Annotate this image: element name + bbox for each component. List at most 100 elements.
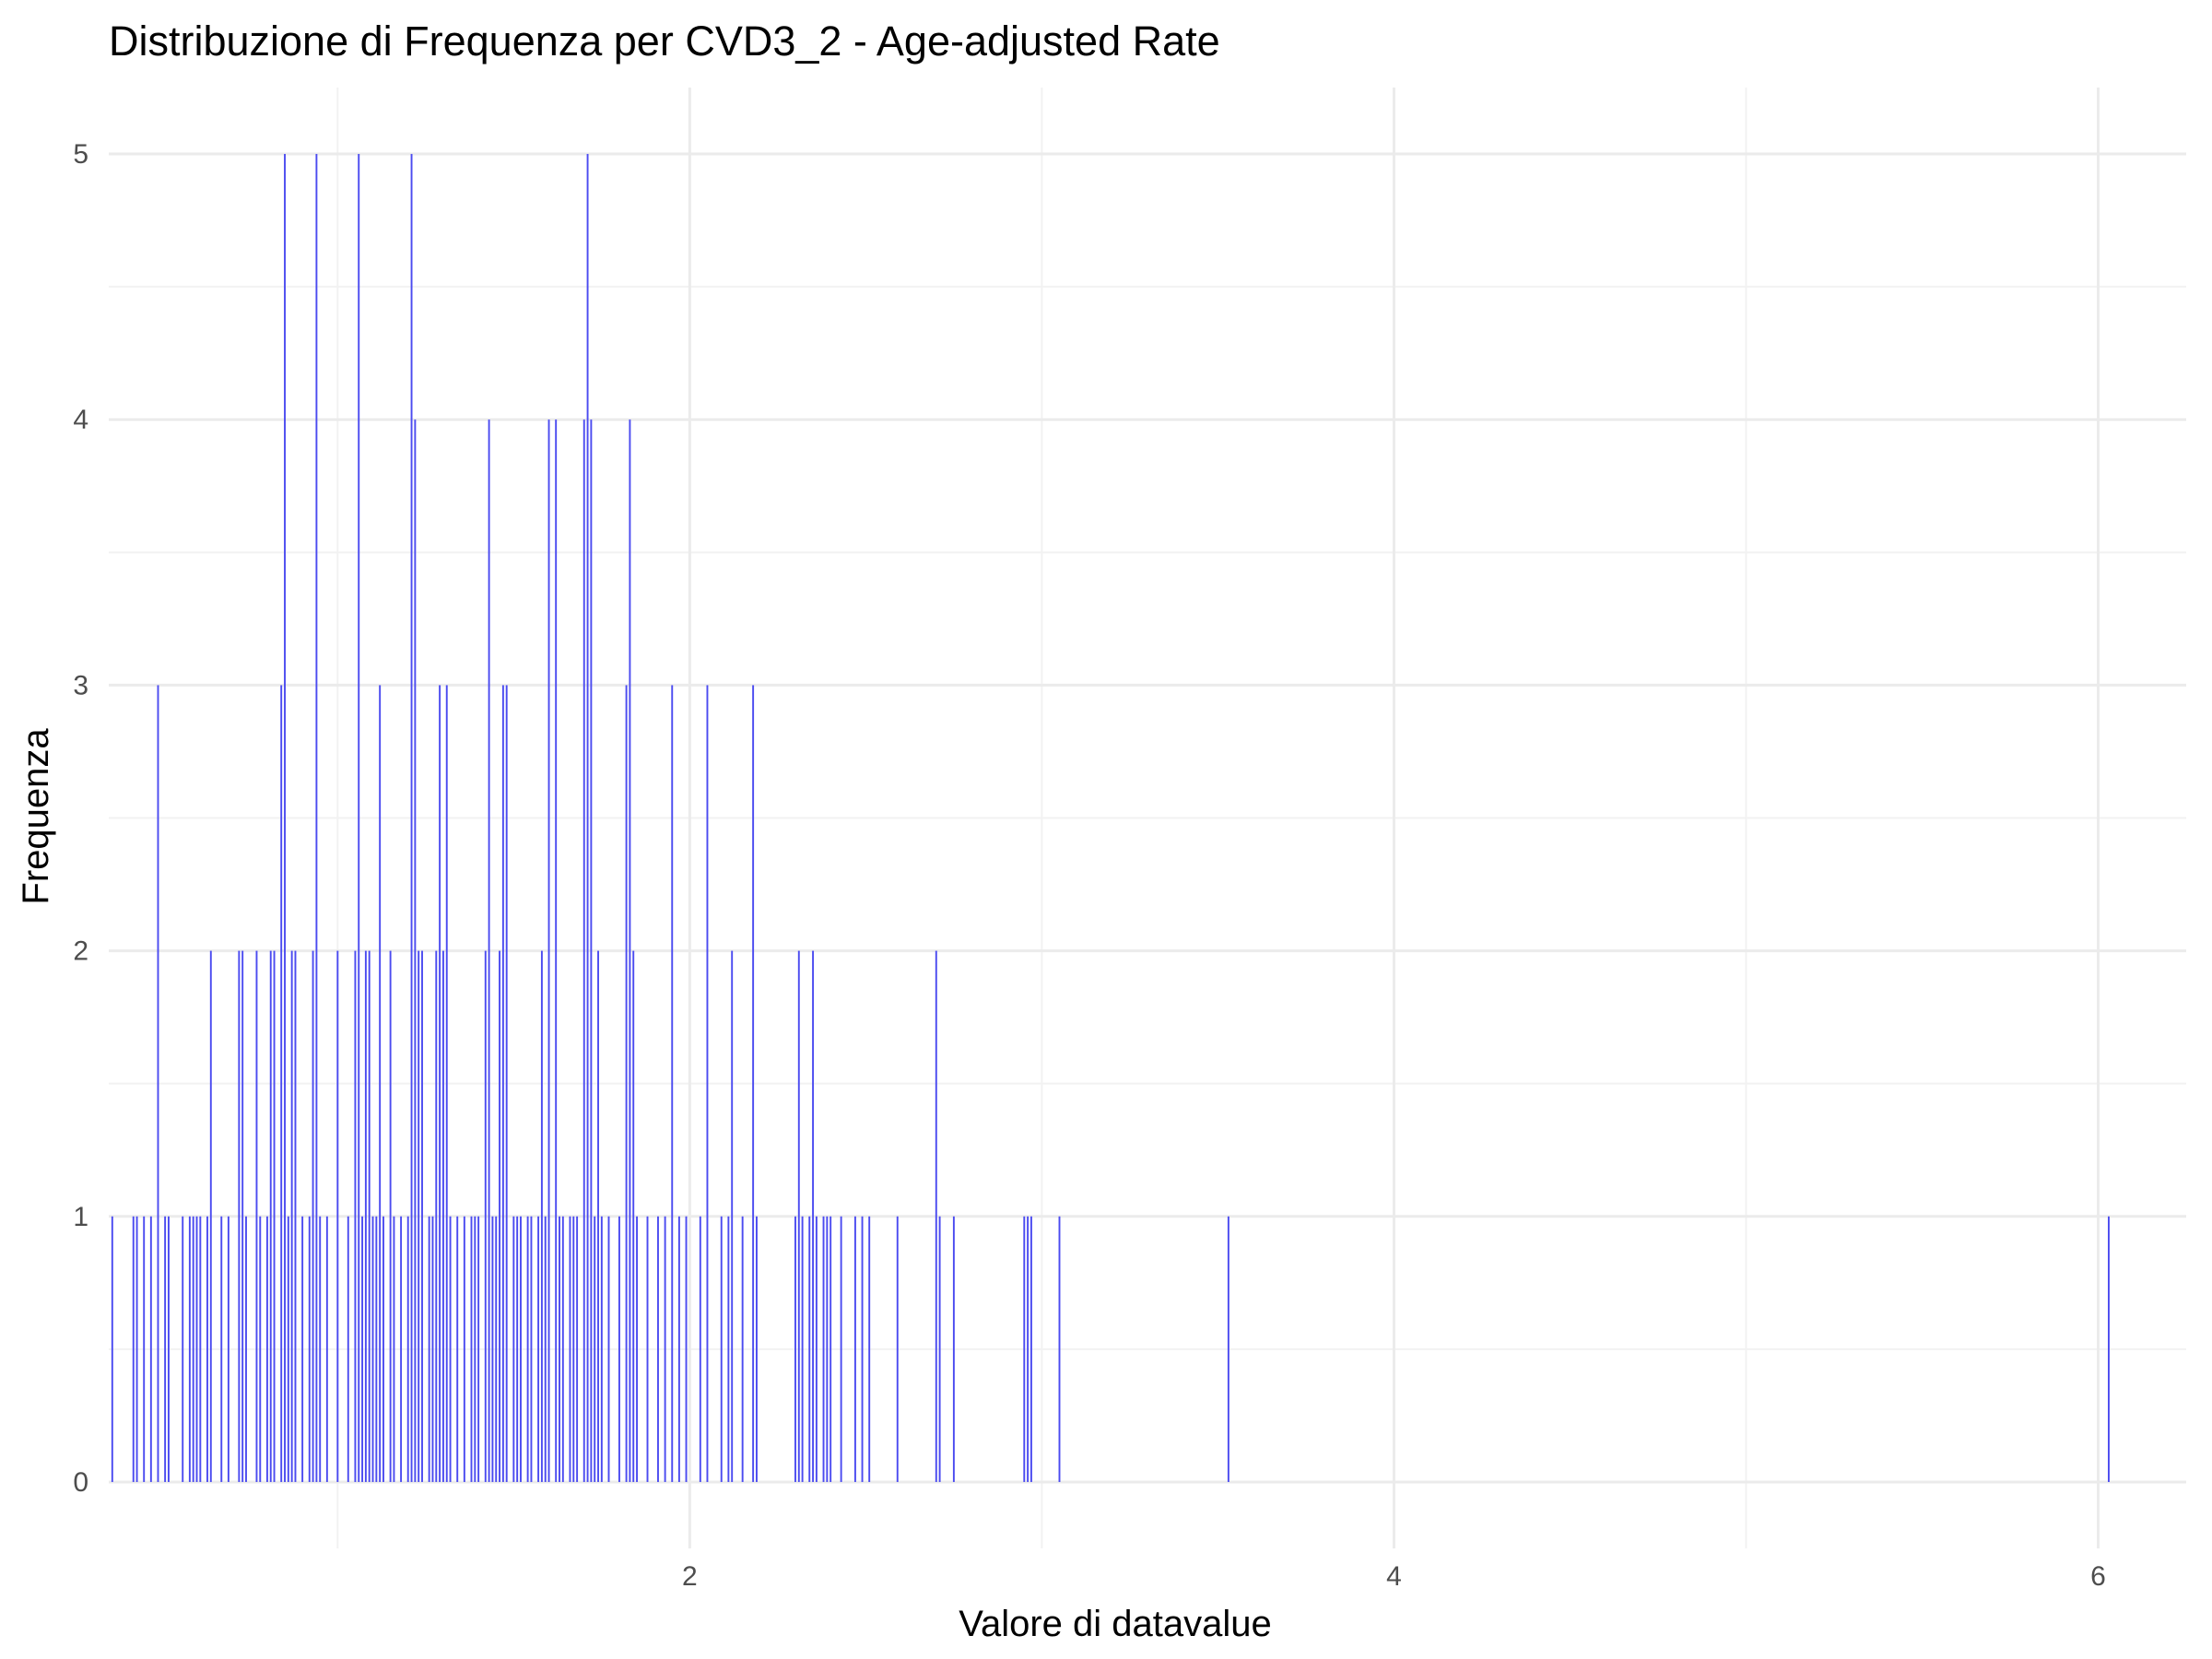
histogram-bar	[375, 1216, 378, 1482]
y-axis-ticks: 0 1 2 3 4 5	[73, 139, 88, 1498]
histogram-bar	[853, 1216, 856, 1482]
histogram-bar	[677, 1216, 680, 1482]
histogram-bar	[808, 1216, 811, 1482]
histogram-bar	[157, 685, 159, 1482]
histogram-bar	[731, 950, 734, 1482]
histogram-bar	[410, 154, 413, 1482]
histogram-bar	[441, 950, 444, 1482]
histogram-bar	[431, 1216, 434, 1482]
histogram-bar	[797, 950, 800, 1482]
histogram-bar	[361, 1216, 364, 1482]
histogram-bar	[265, 1216, 268, 1482]
histogram-bar	[195, 1216, 198, 1482]
histogram-bar	[284, 154, 286, 1482]
histogram-bar	[706, 685, 709, 1482]
histogram-bar	[618, 1216, 620, 1482]
histogram-bar	[132, 1216, 135, 1482]
histogram-bar	[555, 419, 558, 1482]
histogram-bar	[389, 950, 392, 1482]
histogram-bar	[2107, 1216, 2110, 1482]
histogram-bar	[1030, 1216, 1032, 1482]
histogram-bar	[586, 154, 589, 1482]
x-axis-ticks: 2 4 6	[682, 1561, 2106, 1592]
histogram-bar	[607, 1216, 610, 1482]
histogram-bar	[428, 1216, 430, 1482]
histogram-bar	[477, 1216, 480, 1482]
histogram-bar	[755, 1216, 758, 1482]
histogram-bar	[822, 1216, 825, 1482]
histogram-bar	[347, 1216, 349, 1482]
histogram-bar	[597, 950, 599, 1482]
histogram-bar	[382, 1216, 384, 1482]
histogram-bar	[188, 1216, 191, 1482]
y-tick-label: 1	[73, 1202, 88, 1232]
histogram-bar	[449, 1216, 452, 1482]
histogram-bar	[544, 1216, 547, 1482]
histogram-bar	[164, 1216, 167, 1482]
histogram-bar	[520, 1216, 522, 1482]
histogram-bar	[664, 1216, 666, 1482]
histogram-bar	[561, 1216, 564, 1482]
histogram-bars	[111, 154, 2110, 1482]
histogram-bar	[671, 685, 674, 1482]
histogram-bar	[456, 1216, 459, 1482]
histogram-bar	[741, 1216, 744, 1482]
histogram-bar	[354, 950, 357, 1482]
histogram-bar	[421, 950, 423, 1482]
histogram-bar	[220, 1216, 223, 1482]
histogram-bar	[952, 1216, 955, 1482]
histogram-bar	[840, 1216, 842, 1482]
histogram-bar	[414, 419, 417, 1482]
histogram-bar	[287, 1216, 289, 1482]
histogram-bar	[526, 1216, 529, 1482]
histogram-bar	[143, 1216, 146, 1482]
histogram-bar	[516, 1216, 519, 1482]
y-axis-title: Frequenza	[16, 728, 56, 905]
histogram-bar	[559, 1216, 560, 1482]
histogram-bar	[393, 1216, 395, 1482]
histogram-bar	[576, 1216, 579, 1482]
histogram-bar	[547, 419, 550, 1482]
histogram-bar	[657, 1216, 659, 1482]
histogram-bar	[629, 419, 631, 1482]
histogram-bar	[590, 419, 593, 1482]
histogram-bar	[209, 950, 212, 1482]
histogram-bar	[368, 950, 371, 1482]
histogram-bar	[319, 1216, 322, 1482]
histogram-bar	[495, 1216, 498, 1482]
histogram-bar	[294, 950, 297, 1482]
y-tick-label: 5	[73, 139, 88, 170]
histogram-bar	[290, 950, 293, 1482]
histogram-bar	[582, 419, 585, 1482]
histogram-bar	[815, 1216, 818, 1482]
histogram-bar	[149, 1216, 152, 1482]
histogram-bar	[358, 154, 360, 1482]
histogram-bar	[269, 950, 272, 1482]
histogram-bar	[371, 1216, 374, 1482]
y-tick-label: 2	[73, 936, 88, 967]
histogram-bar	[206, 1216, 208, 1482]
histogram-bar	[227, 1216, 229, 1482]
histogram-bar	[312, 950, 314, 1482]
grid-lines	[109, 88, 2186, 1548]
x-tick-label: 2	[682, 1561, 698, 1592]
x-axis-title: Valore di datavalue	[959, 1604, 1272, 1644]
histogram-bar	[135, 1216, 138, 1482]
x-tick-label: 4	[1386, 1561, 1402, 1592]
histogram-bar	[1227, 1216, 1230, 1482]
histogram-bar	[938, 1216, 941, 1482]
histogram-bar	[646, 1216, 649, 1482]
histogram-bar	[488, 419, 490, 1482]
histogram-bar	[625, 685, 628, 1482]
histogram-bar	[572, 1216, 575, 1482]
histogram-bar	[868, 1216, 871, 1482]
x-tick-label: 6	[2090, 1561, 2106, 1592]
histogram-bar	[512, 1216, 515, 1482]
histogram-bar	[445, 685, 448, 1482]
histogram-bar	[182, 1216, 184, 1482]
histogram-bar	[245, 1216, 247, 1482]
histogram-bar	[484, 950, 487, 1482]
histogram-bar	[238, 950, 241, 1482]
